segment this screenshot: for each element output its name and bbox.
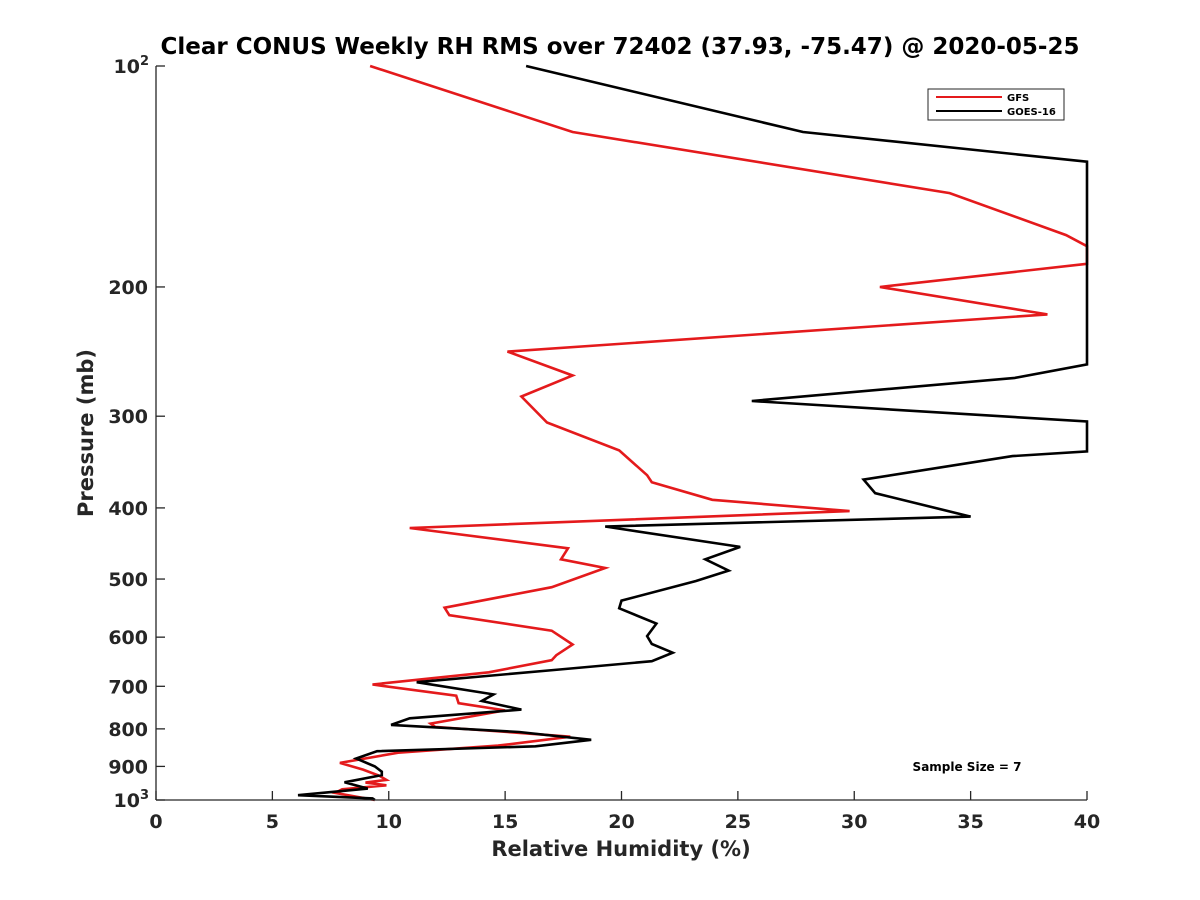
x-tick-label: 15 xyxy=(492,811,518,833)
y-tick-label: 800 xyxy=(108,719,148,741)
y-axis-label: Pressure (mb) xyxy=(74,349,98,517)
x-tick-label: 30 xyxy=(841,811,867,833)
x-ticks: 0 5 10 15 20 25 30 35 40 xyxy=(149,791,1100,833)
y-tick-exponent: 3 xyxy=(140,788,149,803)
x-tick-label: 40 xyxy=(1074,811,1100,833)
y-tick-label: 600 xyxy=(108,627,148,649)
legend: GFS GOES-16 xyxy=(927,88,1065,121)
x-tick-label: 35 xyxy=(957,811,983,833)
legend-label-goes16: GOES-16 xyxy=(1007,107,1056,118)
y-tick-label: 700 xyxy=(108,676,148,698)
sample-size-annotation: Sample Size = 7 xyxy=(913,760,1022,774)
x-axis-label: Relative Humidity (%) xyxy=(491,837,750,861)
series-line-goes16 xyxy=(297,64,1089,802)
series-layer xyxy=(297,64,1089,802)
y-tick-label: 400 xyxy=(108,498,148,520)
x-tick-label: 5 xyxy=(266,811,279,833)
chart-title: Clear CONUS Weekly RH RMS over 72402 (37… xyxy=(161,34,1080,60)
legend-box xyxy=(927,88,1065,121)
x-tick-label: 0 xyxy=(149,811,162,833)
y-tick-label: 500 xyxy=(108,569,148,591)
y-tick-label: 900 xyxy=(108,756,148,778)
x-tick-label: 25 xyxy=(725,811,751,833)
y-tick-label: 10 xyxy=(114,56,140,78)
x-tick-label: 20 xyxy=(608,811,634,833)
y-tick-label: 300 xyxy=(108,406,148,428)
legend-label-gfs: GFS xyxy=(1007,93,1029,104)
y-tick-label: 200 xyxy=(108,277,148,299)
series-line-gfs xyxy=(331,64,1089,802)
y-tick-exponent: 2 xyxy=(140,54,149,69)
y-tick-label: 10 xyxy=(114,790,140,812)
x-tick-label: 10 xyxy=(376,811,402,833)
